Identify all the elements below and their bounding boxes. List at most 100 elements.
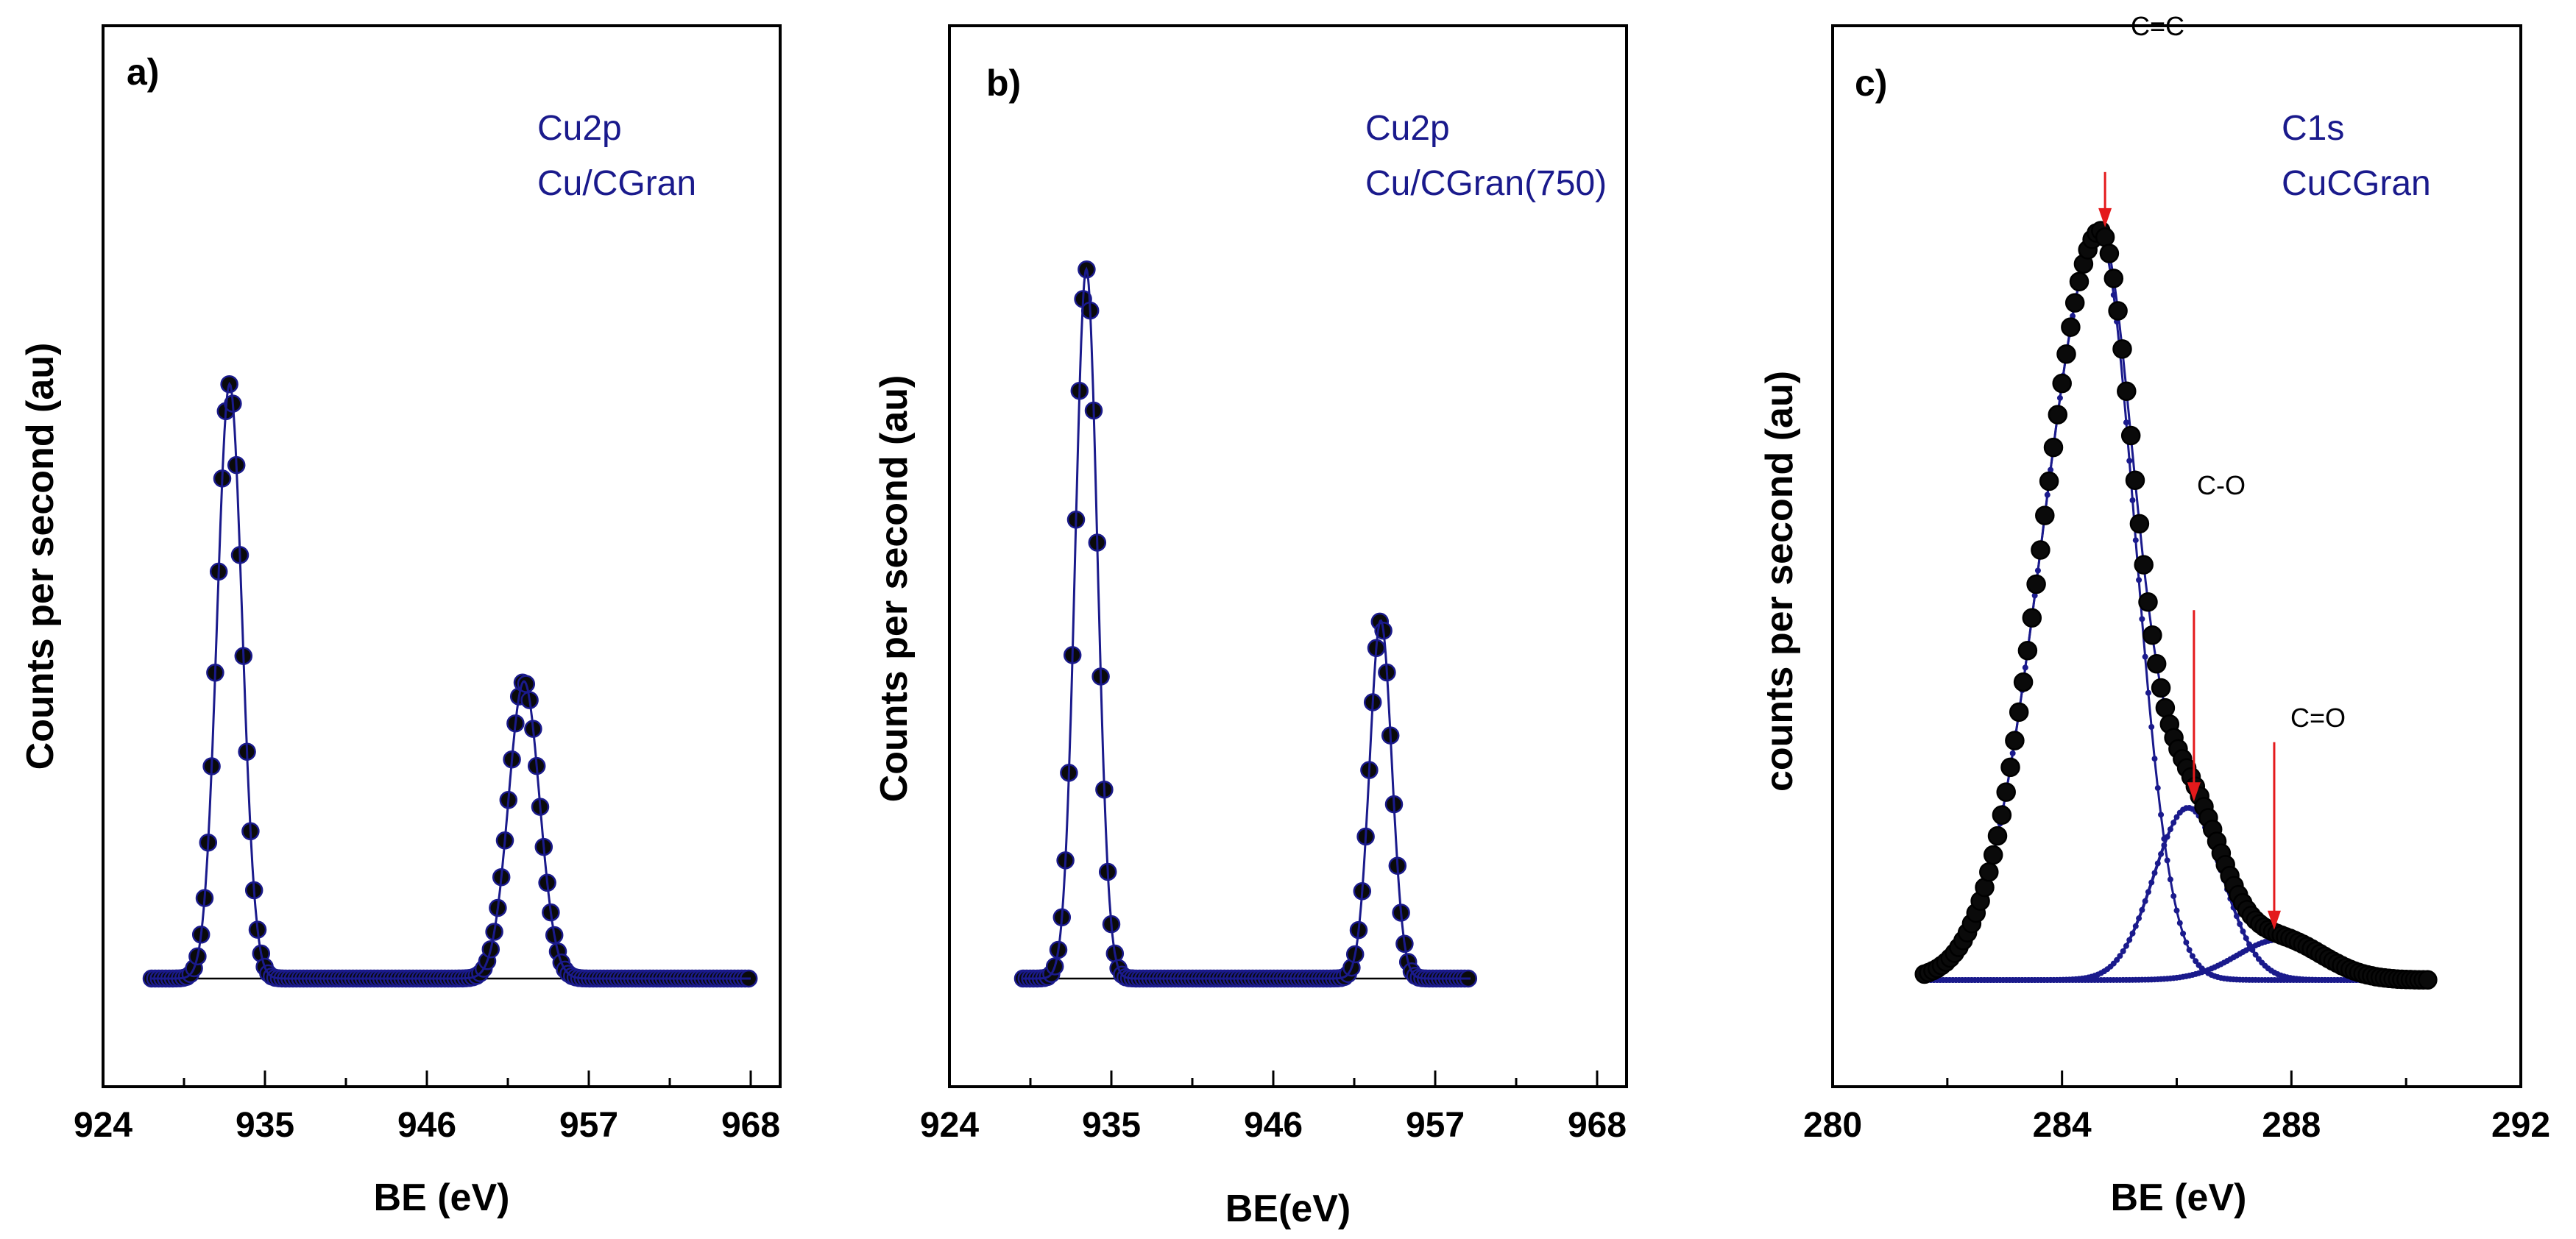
component-point	[2189, 953, 2195, 959]
legend-line-2: Cu/CGran(750)	[1365, 164, 1607, 203]
x-tick-label: 946	[397, 1106, 456, 1145]
data-point	[2013, 672, 2034, 692]
data-markers	[1013, 260, 1478, 988]
data-markers	[142, 374, 758, 988]
component-point	[2117, 953, 2123, 959]
data-point	[2056, 344, 2076, 364]
plot-frame	[948, 24, 1628, 1088]
data-point	[2099, 244, 2120, 263]
data-point	[2146, 653, 2167, 674]
component-point	[2145, 889, 2151, 895]
x-tick-label: 924	[920, 1106, 979, 1145]
legend-line-1: Cu2p	[537, 109, 622, 148]
panel-b: 924 935 946 957 968 b) Cu2p Cu/CGran(750) BE…	[873, 24, 1628, 1230]
data-point	[2418, 970, 2438, 990]
component-point	[2148, 879, 2155, 886]
data-point	[2000, 757, 2020, 778]
fit-curve	[152, 381, 751, 980]
component-point	[2142, 898, 2148, 904]
data-point	[2125, 470, 2145, 491]
annotation-c-o: C-O	[2197, 470, 2246, 500]
data-point	[2155, 697, 2176, 718]
component-point	[2148, 724, 2155, 731]
component-point	[2164, 834, 2170, 840]
component-point	[2154, 860, 2161, 867]
x-tick-labels: 280 284 288 292	[1803, 1106, 2550, 1145]
component-point	[2237, 920, 2243, 927]
component-point	[2136, 915, 2142, 922]
component-point	[2132, 537, 2139, 544]
data-point	[2064, 293, 2085, 313]
data-point	[1983, 845, 2003, 865]
component-point	[2186, 947, 2193, 954]
data-point	[2117, 381, 2137, 401]
data-point	[2043, 437, 2064, 458]
x-tick-label: 968	[1568, 1106, 1627, 1145]
component-point	[2132, 923, 2139, 929]
component-point	[2170, 892, 2177, 899]
panel-label: a)	[127, 52, 159, 93]
component-fit-curve	[1924, 235, 2430, 981]
x-axis-title: BE (eV)	[2111, 1176, 2247, 1219]
data-point	[2039, 471, 2059, 491]
data-point	[2005, 731, 2025, 750]
legend-line-2: Cu/CGran	[537, 164, 696, 203]
data-point	[2103, 269, 2124, 288]
x-tick-label: 957	[559, 1106, 618, 1145]
annotation-c-c: C=C	[2131, 11, 2184, 41]
data-point	[2138, 592, 2158, 612]
component-point	[2129, 930, 2136, 937]
annotation-arrows	[2098, 171, 2281, 930]
data-point	[2035, 505, 2055, 525]
component-point	[2252, 951, 2259, 958]
x-tick-label: 968	[721, 1106, 780, 1145]
component-point	[2158, 851, 2165, 857]
annotation-arrow-head	[2098, 207, 2112, 227]
x-tick-label: 946	[1244, 1106, 1303, 1145]
x-tick-labels: 924 935 946 957 968	[920, 1106, 1627, 1145]
data-point	[2108, 301, 2128, 321]
data-point	[1996, 782, 2016, 802]
x-tick-label: 935	[1082, 1106, 1141, 1145]
data-point	[2009, 702, 2029, 723]
x-tick-label: 284	[2033, 1106, 2092, 1145]
component-point	[2126, 458, 2133, 464]
component-point	[2139, 616, 2145, 622]
component-point	[2154, 785, 2161, 792]
x-tick-label: 292	[2491, 1106, 2550, 1145]
component-point	[2126, 937, 2133, 943]
x-axis-title: BE(eV)	[1225, 1187, 1351, 1230]
panel-c: 280 284 288 292 c) C1s CuCGran C=C C-O C=O …	[1758, 11, 2550, 1219]
component-point	[2176, 920, 2183, 926]
legend-line-1: Cu2p	[1365, 109, 1450, 148]
panel-label: b)	[986, 63, 1021, 104]
component-point	[2183, 939, 2190, 945]
data-point	[2151, 678, 2171, 698]
component-point	[2170, 820, 2177, 826]
data-point	[2048, 405, 2068, 425]
x-ticks	[1831, 1071, 2522, 1087]
data-point	[2142, 625, 2162, 645]
component-point	[2173, 814, 2180, 820]
data-point	[2069, 271, 2090, 292]
data-point	[2112, 339, 2132, 359]
x-tick-label: 280	[1803, 1106, 1862, 1145]
component-point	[2173, 907, 2180, 914]
component-point	[2129, 497, 2136, 503]
data-point	[2095, 227, 2115, 247]
legend-line-1: C1s	[2282, 109, 2344, 148]
data-point	[2129, 514, 2150, 534]
data-point	[2017, 640, 2038, 661]
component-point	[2167, 826, 2173, 833]
component-point	[2114, 956, 2120, 963]
component-point	[2139, 906, 2145, 913]
component-point	[2120, 948, 2126, 954]
annotation-arrow-head	[2187, 782, 2201, 802]
data-point	[2061, 317, 2081, 337]
data-point	[1987, 826, 2008, 846]
component-point	[2193, 958, 2199, 965]
data-point	[2052, 373, 2072, 394]
data-markers	[1914, 221, 2438, 990]
x-ticks	[102, 1071, 752, 1087]
